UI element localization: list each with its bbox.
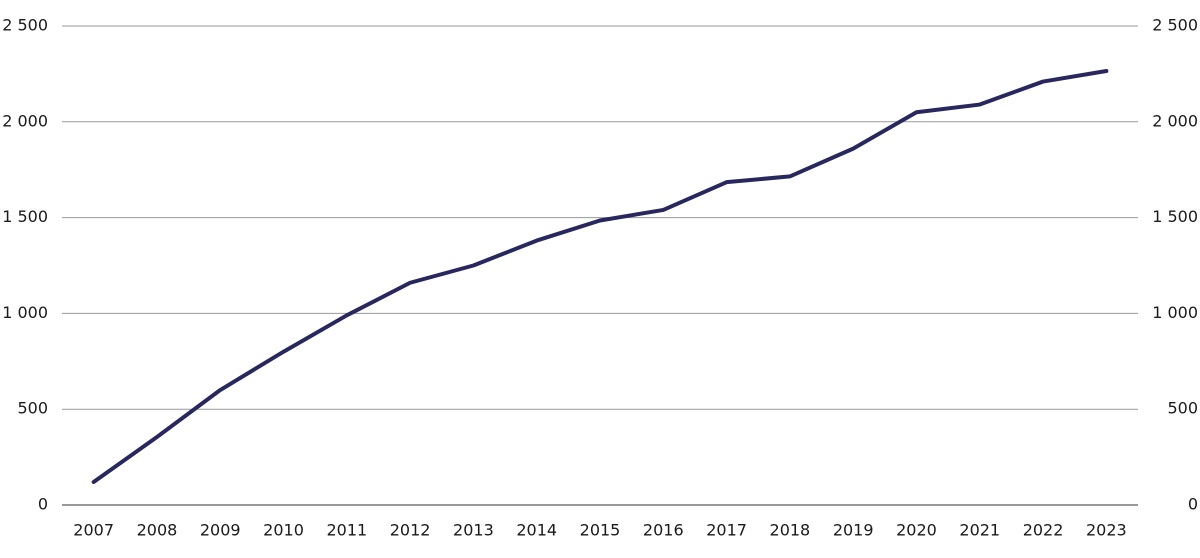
x-tick-label: 2007 <box>73 521 114 540</box>
x-tick-label: 2013 <box>453 521 494 540</box>
y-tick-label: 2 500 <box>2 16 48 35</box>
x-tick-label: 2014 <box>516 521 557 540</box>
y2-tick-label: 0 <box>1188 495 1198 514</box>
x-tick-label: 2010 <box>263 521 304 540</box>
y-tick-label: 500 <box>17 399 48 418</box>
x-tick-label: 2021 <box>959 521 1000 540</box>
x-tick-label: 2008 <box>137 521 178 540</box>
x-tick-label: 2016 <box>643 521 684 540</box>
x-tick-label: 2023 <box>1086 521 1127 540</box>
y2-tick-label: 2 000 <box>1152 111 1198 130</box>
y2-tick-label: 2 500 <box>1152 16 1198 35</box>
x-tick-label: 2009 <box>200 521 241 540</box>
y-tick-label: 2 000 <box>2 111 48 130</box>
y2-tick-label: 1 500 <box>1152 207 1198 226</box>
line-series <box>91 69 1109 485</box>
y-tick-label: 0 <box>38 495 48 514</box>
x-tick-label: 2015 <box>580 521 621 540</box>
x-tick-label: 2019 <box>833 521 874 540</box>
y2-tick-label: 500 <box>1167 399 1198 418</box>
x-tick-label: 2022 <box>1023 521 1064 540</box>
x-tick-label: 2011 <box>326 521 367 540</box>
y-tick-label: 1 000 <box>2 303 48 322</box>
x-tick-label: 2018 <box>770 521 811 540</box>
y-tick-label: 1 500 <box>2 207 48 226</box>
y2-tick-label: 1 000 <box>1152 303 1198 322</box>
x-tick-label: 2017 <box>706 521 747 540</box>
x-tick-label: 2020 <box>896 521 937 540</box>
x-tick-label: 2012 <box>390 521 431 540</box>
